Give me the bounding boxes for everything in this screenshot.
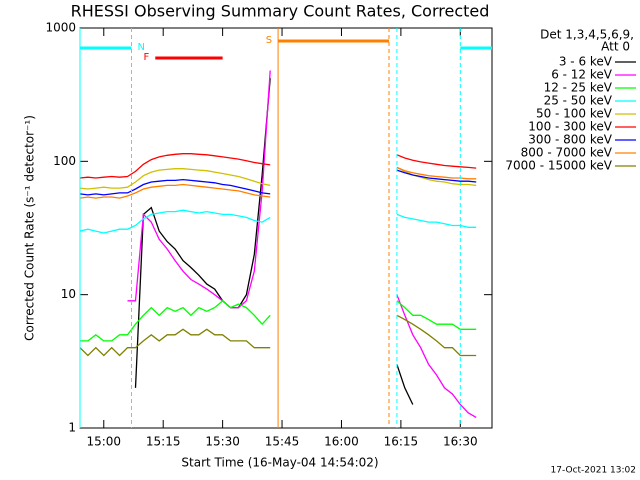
x-tick-label: 16:15 xyxy=(384,435,419,449)
series-line xyxy=(80,299,477,342)
y-tick-label: 10 xyxy=(61,287,76,301)
footer: 17-Oct-2021 13:02 xyxy=(551,466,636,476)
series-line xyxy=(80,153,477,179)
legend-label: 25 - 50 keV xyxy=(544,94,613,108)
x-tick-label: 15:00 xyxy=(86,435,121,449)
legend-label: 12 - 25 keV xyxy=(544,81,613,95)
y-tick-label: 100 xyxy=(53,154,76,168)
flag-label: S xyxy=(266,35,272,46)
legend-label: 100 - 300 keV xyxy=(528,120,612,134)
legend-label: 50 - 100 keV xyxy=(536,107,613,121)
event-label: N xyxy=(138,42,145,53)
x-tick-label: 15:45 xyxy=(265,435,300,449)
x-axis-label: Start Time (16-May-04 14:54:02) xyxy=(181,456,378,470)
legend-header: Att 0 xyxy=(601,40,630,54)
y-tick-label: 1 xyxy=(68,421,76,435)
series-line xyxy=(134,78,414,405)
series-line xyxy=(80,169,477,196)
series-line xyxy=(80,314,477,357)
x-tick-label: 15:30 xyxy=(205,435,240,449)
series-line xyxy=(127,70,477,418)
legend-label: 800 - 7000 keV xyxy=(521,146,613,160)
y-tick-label: 1000 xyxy=(45,21,76,35)
plot-area xyxy=(80,70,477,418)
x-tick-label: 16:30 xyxy=(443,435,478,449)
legend-label: 7000 - 15000 keV xyxy=(505,159,612,173)
legend-label: 300 - 800 keV xyxy=(528,133,612,147)
legend-label: 6 - 12 keV xyxy=(551,68,613,82)
chart-title: RHESSI Observing Summary Count Rates, Co… xyxy=(71,2,490,21)
flag-label: F xyxy=(144,52,150,63)
x-tick-label: 16:00 xyxy=(324,435,359,449)
series-line xyxy=(80,209,477,234)
y-axis-label: Corrected Count Rate (s⁻¹ detector⁻¹) xyxy=(23,115,37,341)
legend-header: Det 1,3,4,5,6,9, xyxy=(540,28,634,42)
x-tick-label: 15:15 xyxy=(146,435,181,449)
series-line xyxy=(80,166,477,199)
legend-label: 3 - 6 keV xyxy=(559,55,613,69)
